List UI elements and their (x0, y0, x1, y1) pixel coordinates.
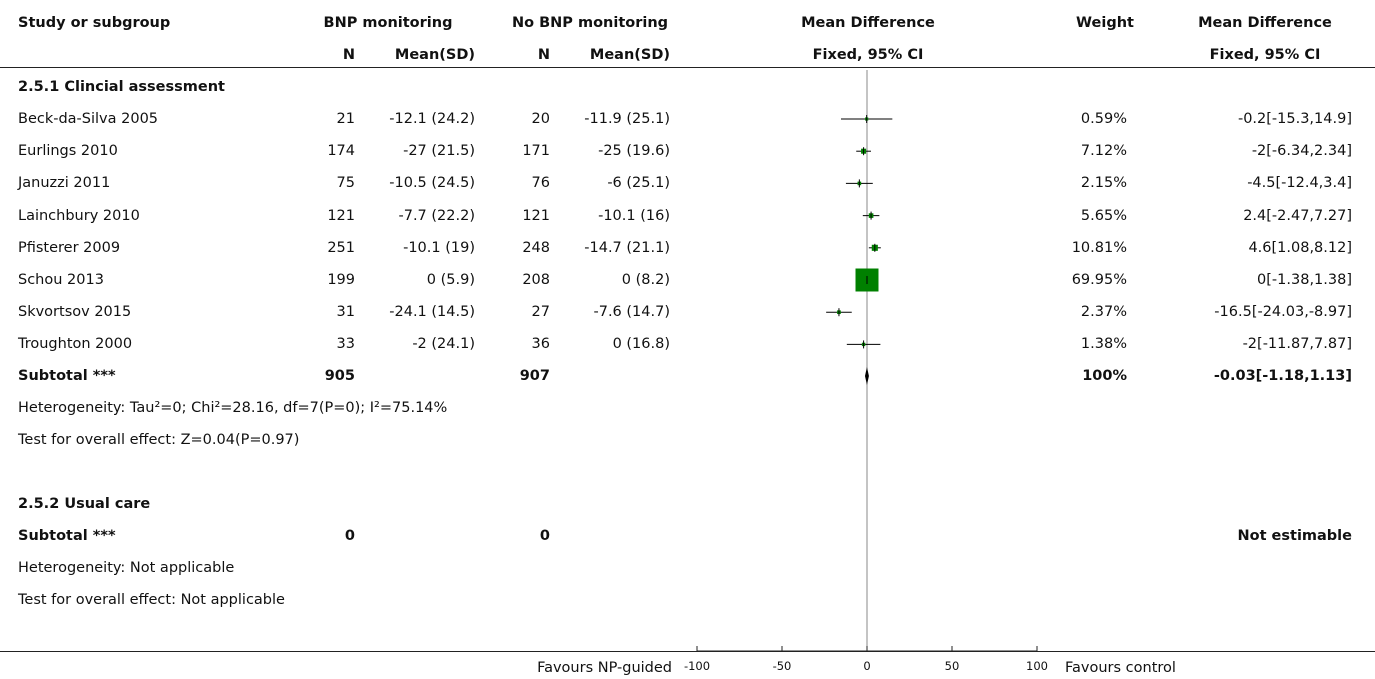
header-group1: BNP monitoring (323, 15, 453, 31)
x-tick-label: 100 (1026, 659, 1048, 673)
study-ci: -4.5[-12.4,3.4] (1247, 175, 1352, 192)
study-weight: 5.65% (1080, 207, 1127, 224)
subtotal-diamond (864, 367, 869, 385)
study-mean-sd2: 0 (16.8) (612, 336, 670, 353)
study-weight: 69.95% (1071, 272, 1127, 288)
subgroup2-heterogeneity: Heterogeneity: Not applicable (18, 560, 235, 576)
subgroup1-subtotal-ci: -0.03[-1.18,1.13] (1213, 368, 1352, 384)
header-n2: N (537, 47, 550, 63)
x-tick-label: -100 (684, 659, 710, 673)
study-n1: 75 (336, 175, 355, 192)
header-meansd1: Mean(SD) (394, 47, 475, 63)
study-weight: 0.59% (1080, 111, 1127, 127)
subgroup1-subtotal-label: Subtotal *** (18, 368, 116, 384)
study-mean-sd2: 0 (8.2) (621, 272, 670, 288)
x-tick-label: -50 (773, 659, 792, 673)
study-ci: 0[-1.38,1.38] (1257, 272, 1352, 288)
subgroup2-subtotal-n2: 0 (539, 528, 550, 544)
study-ci: -16.5[-24.03,-8.97] (1214, 304, 1352, 321)
study-weight: 10.81% (1071, 239, 1127, 256)
header-md2-fixed: Fixed, 95% CI (1209, 47, 1321, 63)
study-n2: 208 (522, 272, 550, 288)
study-ci: 4.6[1.08,8.12] (1248, 239, 1352, 256)
study-ci: -2[-11.87,7.87] (1242, 336, 1352, 353)
study-mean-sd2: -14.7 (21.1) (584, 239, 670, 256)
study-n1: 251 (327, 239, 355, 256)
header-rule (0, 67, 1375, 68)
study-mean-sd2: -11.9 (25.1) (584, 111, 670, 127)
x-tick-label: 50 (945, 659, 960, 673)
study-n1: 174 (327, 143, 355, 160)
header-meansd2: Mean(SD) (589, 47, 670, 63)
header-md2: Mean Difference (1198, 15, 1332, 31)
study-weight: 2.37% (1080, 304, 1127, 321)
subgroup2-subtotal-label: Subtotal *** (18, 528, 116, 544)
study-n2: 27 (531, 304, 550, 321)
footer-rule (0, 651, 1375, 652)
subgroup2-subtotal-ci: Not estimable (1237, 528, 1352, 544)
study-name: Lainchbury 2010 (18, 207, 140, 224)
header-md-fixed: Fixed, 95% CI (812, 47, 924, 63)
study-weight: 1.38% (1080, 336, 1127, 353)
study-mean-sd1: 0 (5.9) (426, 272, 475, 288)
subgroup1-subtotal-weight: 100% (1082, 368, 1127, 384)
header-group2: No BNP monitoring (511, 15, 669, 31)
study-mean-sd2: -6 (25.1) (607, 175, 670, 192)
study-weight: 7.12% (1080, 143, 1127, 160)
study-weight: 2.15% (1080, 175, 1127, 192)
study-name: Troughton 2000 (18, 336, 133, 353)
study-mean-sd1: -10.5 (24.5) (389, 175, 475, 192)
subgroup1-overall-effect: Test for overall effect: Z=0.04(P=0.97) (18, 432, 300, 448)
study-name: Schou 2013 (18, 272, 104, 288)
favours-right-label: Favours control (1065, 660, 1176, 676)
study-mean-sd1: -12.1 (24.2) (389, 111, 475, 127)
study-mean-sd1: -24.1 (14.5) (389, 304, 475, 321)
study-ci: 2.4[-2.47,7.27] (1243, 207, 1352, 224)
subgroup1-title: 2.5.1 Clincial assessment (18, 79, 225, 95)
study-n2: 36 (531, 336, 550, 353)
study-n1: 31 (336, 304, 355, 321)
subgroup2-subtotal-n1: 0 (344, 528, 355, 544)
study-name: Skvortsov 2015 (18, 304, 132, 321)
subgroup1-heterogeneity: Heterogeneity: Tau²=0; Chi²=28.16, df=7(… (18, 400, 448, 416)
header-study: Study or subgroup (18, 15, 171, 31)
study-mean-sd2: -10.1 (16) (598, 207, 670, 224)
study-n2: 121 (522, 207, 550, 224)
x-tick-label: 0 (863, 659, 870, 673)
study-n2: 20 (531, 111, 550, 127)
study-n2: 76 (531, 175, 550, 192)
study-mean-sd2: -7.6 (14.7) (593, 304, 670, 321)
study-n1: 121 (327, 207, 355, 224)
favours-left-label: Favours NP-guided (537, 660, 672, 676)
header-weight: Weight (1076, 15, 1134, 31)
header-md: Mean Difference (801, 15, 935, 31)
study-mean-sd1: -2 (24.1) (412, 336, 475, 353)
study-n2: 171 (522, 143, 550, 160)
header-n1: N (342, 47, 355, 63)
study-name: Beck-da-Silva 2005 (18, 111, 159, 127)
subgroup2-overall-effect: Test for overall effect: Not applicable (18, 592, 285, 608)
study-mean-sd1: -10.1 (19) (403, 239, 475, 256)
study-ci: -2[-6.34,2.34] (1251, 143, 1352, 160)
subgroup1-subtotal-n2: 907 (519, 368, 550, 384)
study-name: Januzzi 2011 (18, 175, 111, 192)
subgroup1-subtotal-n1: 905 (324, 368, 355, 384)
study-name: Pfisterer 2009 (18, 239, 121, 256)
study-n2: 248 (522, 239, 550, 256)
study-mean-sd1: -7.7 (22.2) (398, 207, 475, 224)
study-ci: -0.2[-15.3,14.9] (1237, 111, 1352, 127)
subgroup2-title: 2.5.2 Usual care (18, 496, 151, 512)
study-name: Eurlings 2010 (18, 143, 118, 160)
study-mean-sd2: -25 (19.6) (598, 143, 670, 160)
study-n1: 21 (336, 111, 355, 127)
study-n1: 33 (336, 336, 355, 353)
study-n1: 199 (327, 272, 355, 288)
study-mean-sd1: -27 (21.5) (403, 143, 475, 160)
